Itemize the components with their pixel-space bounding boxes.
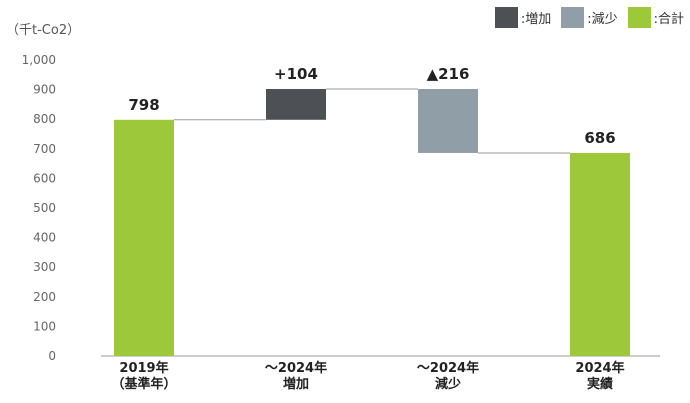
y-tick-label: 0 [48, 349, 56, 363]
data-label: 686 [584, 129, 615, 147]
data-label: +104 [274, 65, 318, 83]
y-tick-label: 1,000 [22, 53, 56, 67]
category-label: 実績 [587, 376, 613, 392]
y-tick-label: 700 [33, 142, 56, 156]
y-tick-label: 800 [33, 112, 56, 126]
legend: :増加 :減少 :合計 [485, 7, 684, 28]
unit-label: （千t-Co2） [6, 23, 81, 38]
legend-label-increase: :増加 [520, 12, 552, 27]
y-tick-label: 100 [33, 319, 56, 333]
category-label: 2024年 [575, 360, 624, 376]
data-label: 798 [128, 96, 159, 114]
legend-label-decrease: :減少 [587, 12, 618, 27]
bar-total [570, 152, 630, 356]
legend-item-increase: :増加 [494, 7, 552, 28]
bar-decrease [418, 89, 478, 153]
legend-swatch-decrease [561, 7, 585, 28]
legend-item-decrease: :減少 [561, 7, 618, 28]
legend-swatch-increase [494, 7, 518, 28]
legend-item-total: :合計 [627, 7, 684, 28]
y-tick-label: 500 [33, 201, 56, 215]
y-tick-label: 900 [33, 83, 56, 97]
y-tick-label: 300 [33, 260, 56, 274]
y-tick-label: 200 [33, 290, 56, 304]
legend-label-total: :合計 [653, 12, 684, 27]
legend-swatch-total [627, 7, 651, 28]
category-label: 減少 [435, 376, 461, 392]
y-tick-label: 600 [33, 171, 56, 185]
category-label: ～2024年 [417, 360, 479, 376]
bar-total [114, 119, 174, 357]
category-label: （基準年） [111, 376, 176, 392]
category-label: 2019年 [119, 360, 168, 376]
data-label: ▲216 [427, 65, 470, 83]
category-label: 増加 [283, 376, 309, 392]
y-tick-label: 400 [33, 231, 56, 245]
bar-increase [266, 89, 326, 120]
category-label: ～2024年 [265, 360, 327, 376]
